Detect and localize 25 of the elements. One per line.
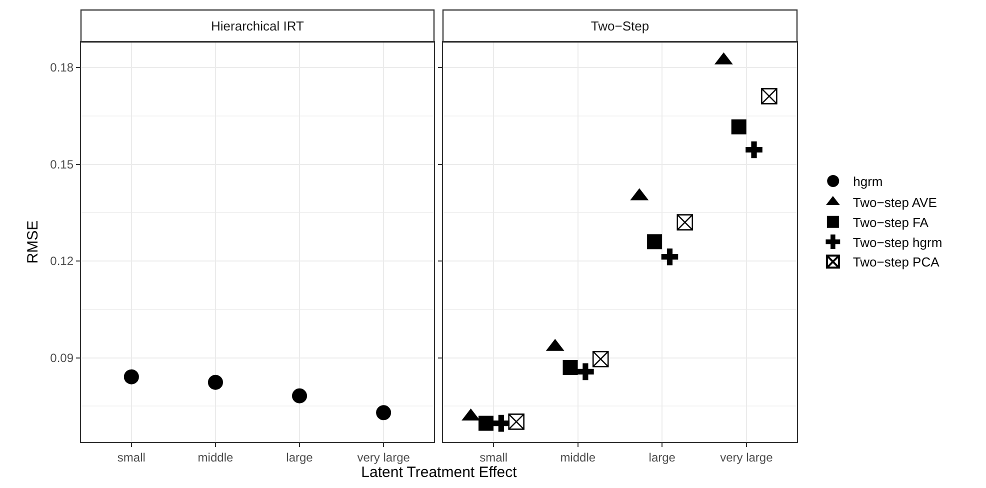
x-tick-label: middle <box>198 450 234 464</box>
legend-label: Two−step PCA <box>852 254 940 270</box>
point <box>292 388 308 404</box>
x-tick-label: middle <box>560 450 596 464</box>
chart-title: Two−Step <box>590 18 650 34</box>
point <box>208 374 223 390</box>
y-tick-label: 0.12 <box>50 254 74 268</box>
x-axis-title: Latent Treatment Effect <box>360 464 518 481</box>
y-tick-label: 0.15 <box>50 157 74 172</box>
x-tick-label: very large <box>720 450 774 464</box>
x-tick-label: large <box>648 450 676 464</box>
x-tick-label: large <box>286 450 314 464</box>
x-tick-label: small <box>480 450 508 464</box>
legend-label: hgrm <box>853 174 883 190</box>
chart-title: Hierarchical IRT <box>211 18 304 34</box>
y-axis-title: RMSE <box>24 220 42 264</box>
legend-label: Two−step hgrm <box>852 234 942 250</box>
point <box>376 405 392 420</box>
x-tick-label: small <box>117 450 146 464</box>
legend-label: Two−step AVE <box>852 195 938 210</box>
y-tick-label: 0.09 <box>50 351 74 366</box>
point <box>124 369 139 384</box>
x-tick-label: very large <box>357 450 410 464</box>
legend-label: Two−step FA <box>852 214 929 230</box>
y-tick-label: 0.18 <box>50 60 74 75</box>
